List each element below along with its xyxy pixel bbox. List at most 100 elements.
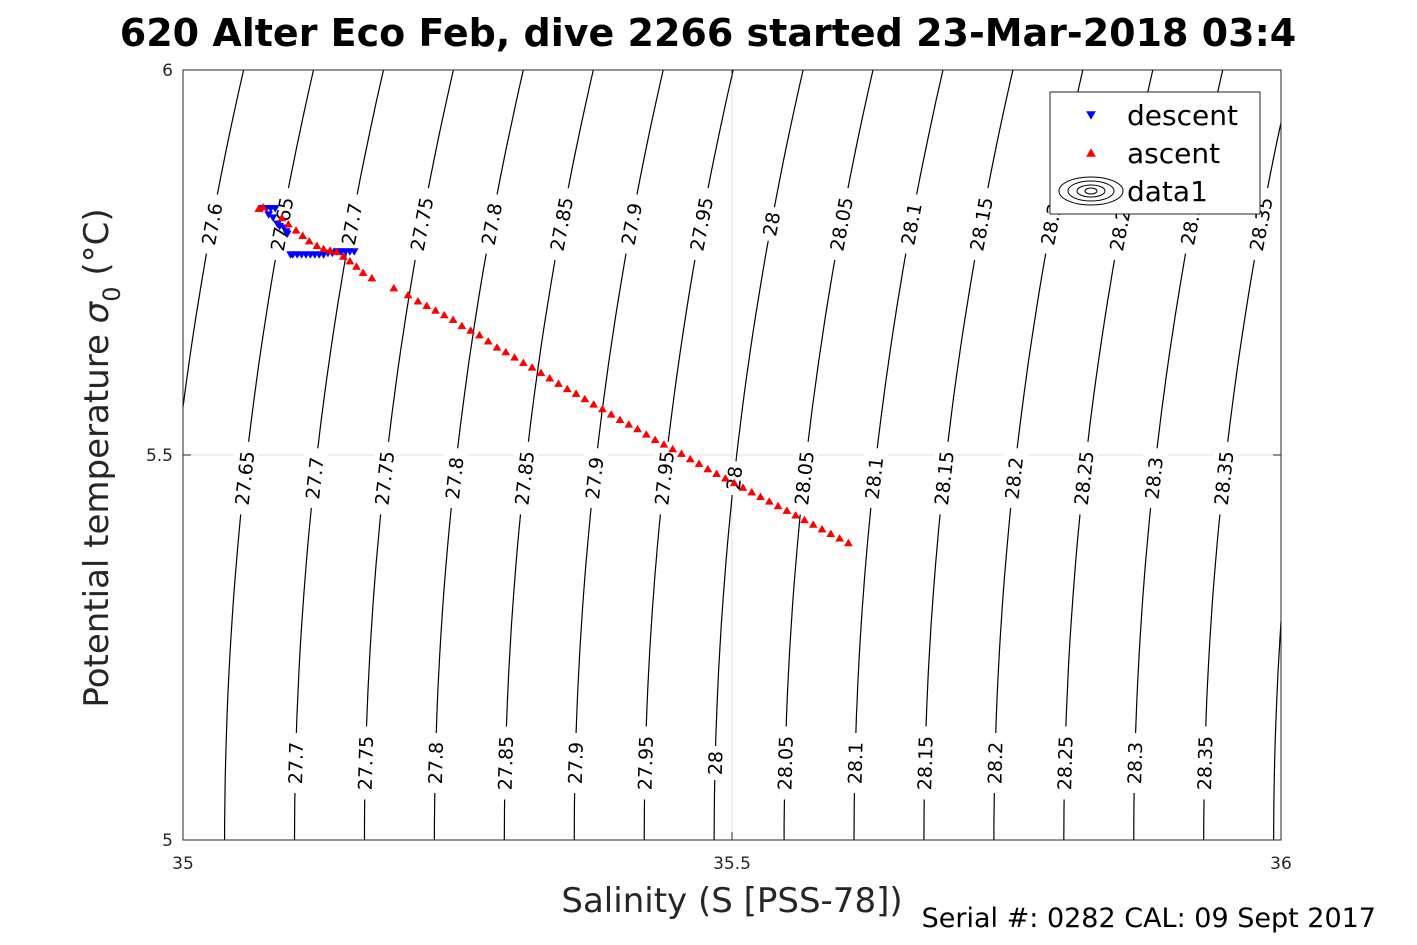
contour-label: 28.1 (857, 446, 888, 510)
ascent-point (650, 435, 660, 444)
ascent-point (510, 353, 520, 361)
ascent-point (332, 247, 342, 256)
ascent-point (545, 373, 555, 382)
legend-ascent-marker (1086, 148, 1096, 157)
contour-label: 28.15 (910, 726, 938, 800)
ascent-point (554, 379, 563, 387)
contour-labels: 27.627.6527.727.7527.827.8527.927.952828… (193, 185, 1279, 800)
contour-label-text: 28.35 (1194, 736, 1217, 791)
legend-entry: descent (1086, 99, 1238, 132)
ascent-point (615, 415, 625, 424)
ascent-point (580, 394, 590, 403)
ascent-point (835, 534, 845, 542)
contour-label: 28.25 (1050, 726, 1078, 800)
legend: descent ascent data1 (1049, 91, 1261, 215)
contour-label: 27.8 (438, 446, 469, 510)
ascent-point (367, 273, 377, 282)
ascent-point (597, 404, 607, 413)
contour-label: 27.95 (681, 185, 719, 262)
ascent-point (518, 358, 528, 367)
ascent-point (826, 529, 836, 537)
ascent-point (483, 336, 493, 345)
ascent-point (358, 268, 368, 276)
ascent-point (527, 363, 537, 371)
contour-label-text: 27.75 (355, 736, 378, 791)
ascent-point (817, 524, 827, 533)
y-axis-label-suffix: (°C) (77, 208, 117, 286)
contour-label: 28.2 (997, 446, 1028, 510)
contour-label-text: 28 (705, 751, 728, 776)
x-tick-label: 35 (172, 854, 194, 874)
legend-descent-marker (1086, 111, 1096, 120)
descent-point (268, 214, 278, 222)
ascent-point (403, 290, 413, 299)
contour-label: 27.85 (507, 440, 540, 516)
ascent-point (413, 296, 423, 305)
ascent-point (304, 236, 314, 245)
contour-label: 27.9 (577, 446, 609, 510)
legend-entry: ascent (1086, 137, 1220, 170)
isopycnal-line (1272, 613, 1281, 840)
ascent-point (738, 483, 748, 491)
ascent-point (501, 347, 511, 356)
contour-label-text: 27.8 (425, 742, 448, 785)
ascent-series (254, 202, 853, 547)
ascent-point (457, 321, 467, 330)
ascent-point (291, 226, 301, 234)
axis-ticks: 35 35.5 36 5 5.5 6 (146, 61, 1292, 874)
descent-point (270, 205, 280, 213)
contour-label-text: 28 (759, 210, 785, 238)
contour-label: 28.35 (1190, 726, 1217, 800)
ascent-point (448, 315, 458, 323)
ascent-point (571, 389, 581, 397)
ascent-point (606, 410, 616, 418)
y-axis-label-subscript: 0 (98, 286, 126, 301)
contour-label: 27.7 (298, 446, 329, 510)
ascent-point (659, 440, 669, 448)
ascent-point (677, 449, 686, 457)
legend-contour-icon (1058, 176, 1124, 206)
contour-label-text: 27.9 (565, 742, 588, 785)
ascent-point (475, 330, 484, 339)
ascent-point (492, 343, 502, 351)
isopycnal-line (1344, 70, 1417, 840)
ascent-point (782, 506, 792, 514)
ascent-point (352, 262, 361, 270)
contour-label: 28 (701, 745, 728, 781)
ascent-point (633, 424, 643, 433)
legend-label: ascent (1127, 137, 1220, 170)
contour-label-text: 28.1 (844, 742, 867, 785)
ascent-point (764, 497, 774, 505)
ascent-point (791, 510, 801, 519)
contour-label: 27.85 (491, 726, 518, 800)
ascent-point (422, 301, 432, 310)
ascent-point (694, 459, 704, 467)
contour-label: 27.6 (193, 192, 229, 256)
legend-label: data1 (1127, 175, 1208, 208)
ascent-point (712, 469, 722, 477)
ascent-point (685, 454, 695, 463)
ascent-point (773, 501, 783, 510)
ascent-point (747, 487, 757, 496)
contour-label-text: 27.9 (582, 456, 609, 500)
isopycnal-line (713, 70, 804, 840)
ascent-point (756, 492, 765, 501)
ascent-point (624, 420, 634, 428)
y-axis-label: Potential temperature σ0 (°C) (77, 208, 126, 707)
contour-label: 27.75 (367, 440, 400, 516)
grid-lines (183, 70, 1281, 840)
contour-label: 27.9 (561, 732, 588, 794)
ascent-point (325, 246, 335, 254)
legend-label: descent (1127, 99, 1238, 132)
ascent-point (389, 283, 399, 292)
x-tick-label: 35.5 (713, 854, 751, 874)
y-tick-label: 6 (162, 61, 173, 81)
contour-label: 27.95 (631, 726, 658, 800)
ascent-point (729, 478, 739, 487)
contour-label-text: 28.2 (984, 742, 1007, 785)
ascent-point (589, 400, 599, 408)
ascent-point (562, 384, 572, 393)
contour-label: 28.3 (1120, 732, 1147, 794)
contour-label-text: 28.3 (1124, 742, 1147, 785)
